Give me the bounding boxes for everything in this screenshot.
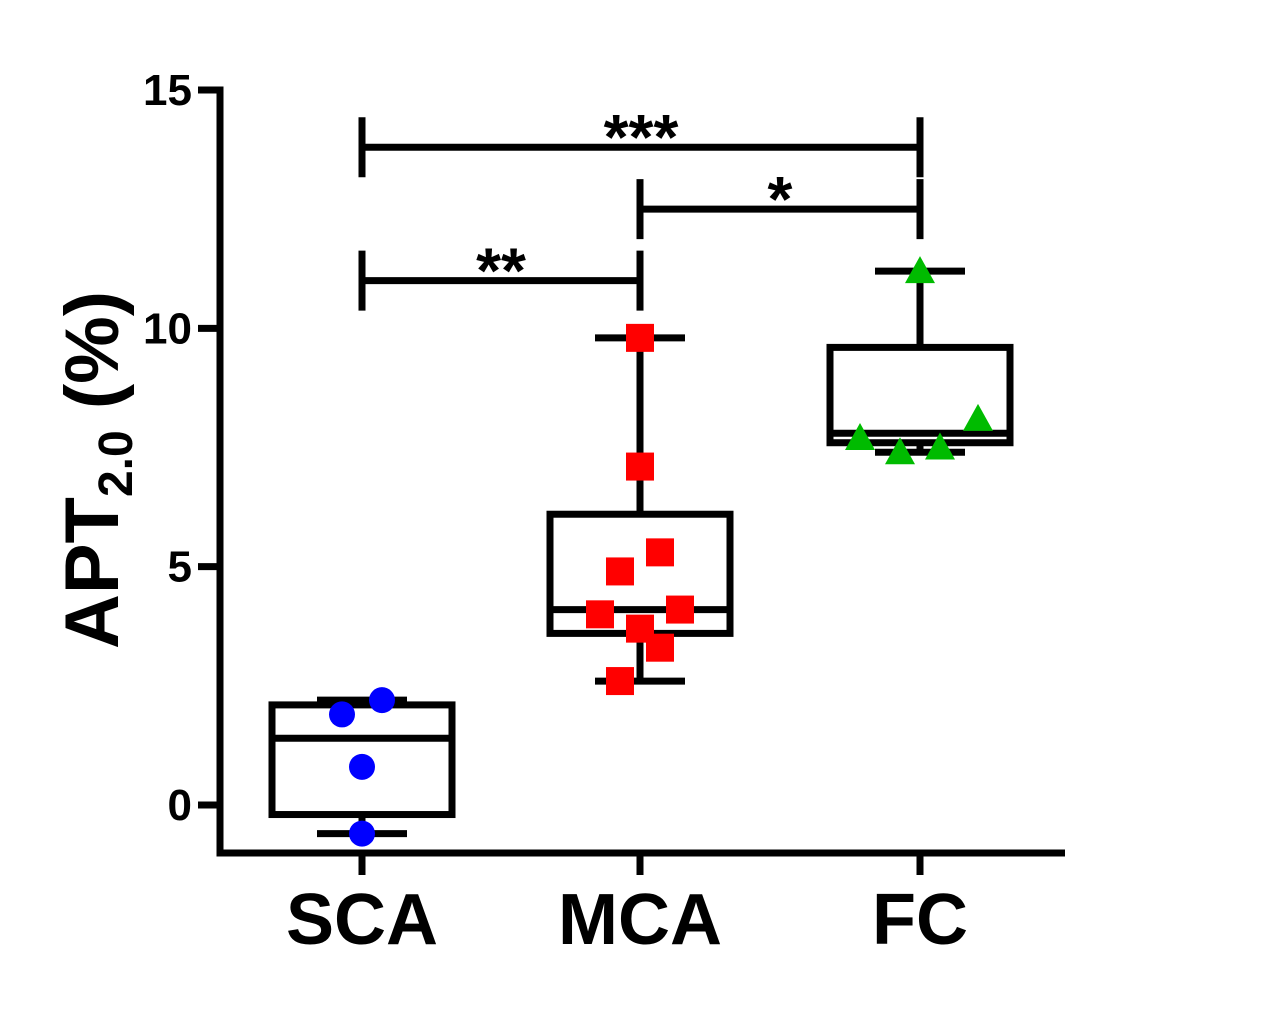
significance-bracket: ***: [358, 101, 924, 178]
y-tick-label: 5: [168, 543, 192, 592]
significance-bracket: *: [636, 163, 924, 240]
data-point-fc: [845, 422, 875, 450]
significance-label: ***: [604, 101, 679, 173]
data-point-sca: [349, 820, 375, 847]
significance-label: **: [476, 235, 526, 307]
y-tick-label: 0: [168, 781, 192, 830]
data-point-mca: [666, 595, 694, 624]
significance-bracket: **: [358, 235, 644, 311]
data-point-mca: [646, 538, 674, 567]
data-point-mca: [626, 452, 654, 481]
data-point-mca: [626, 323, 654, 352]
y-tick-label: 10: [143, 304, 192, 353]
data-point-sca: [369, 687, 395, 714]
box-iqr: [826, 343, 1014, 447]
x-tick-label: FC: [872, 880, 968, 960]
x-tick-label: MCA: [558, 880, 722, 960]
y-tick-label: 15: [143, 66, 192, 115]
boxes: [268, 267, 1014, 838]
data-point-fc: [925, 432, 955, 460]
data-point-sca: [329, 701, 355, 728]
y-axis-label-main: APT: [50, 497, 135, 649]
box-iqr: [268, 701, 456, 819]
data-point-sca: [349, 753, 375, 780]
data-point-mca: [586, 600, 614, 629]
axes: 0 5 10 15 SCA MCA FC: [143, 66, 1065, 960]
y-axis-label: APT2.0 (%): [50, 291, 143, 649]
data-point-mca: [606, 667, 634, 696]
data-point-mca: [646, 633, 674, 662]
y-axis-label-suffix: (%): [50, 291, 135, 430]
data-points: [329, 256, 993, 847]
data-point-fc: [885, 437, 915, 465]
data-point-fc: [905, 256, 935, 284]
data-point-fc: [963, 403, 993, 431]
x-tick-label: SCA: [286, 880, 438, 960]
y-axis-label-subscript: 2.0: [90, 430, 143, 497]
significance-label: *: [768, 163, 793, 235]
data-point-mca: [606, 557, 634, 586]
significance-brackets: ******: [358, 101, 924, 311]
